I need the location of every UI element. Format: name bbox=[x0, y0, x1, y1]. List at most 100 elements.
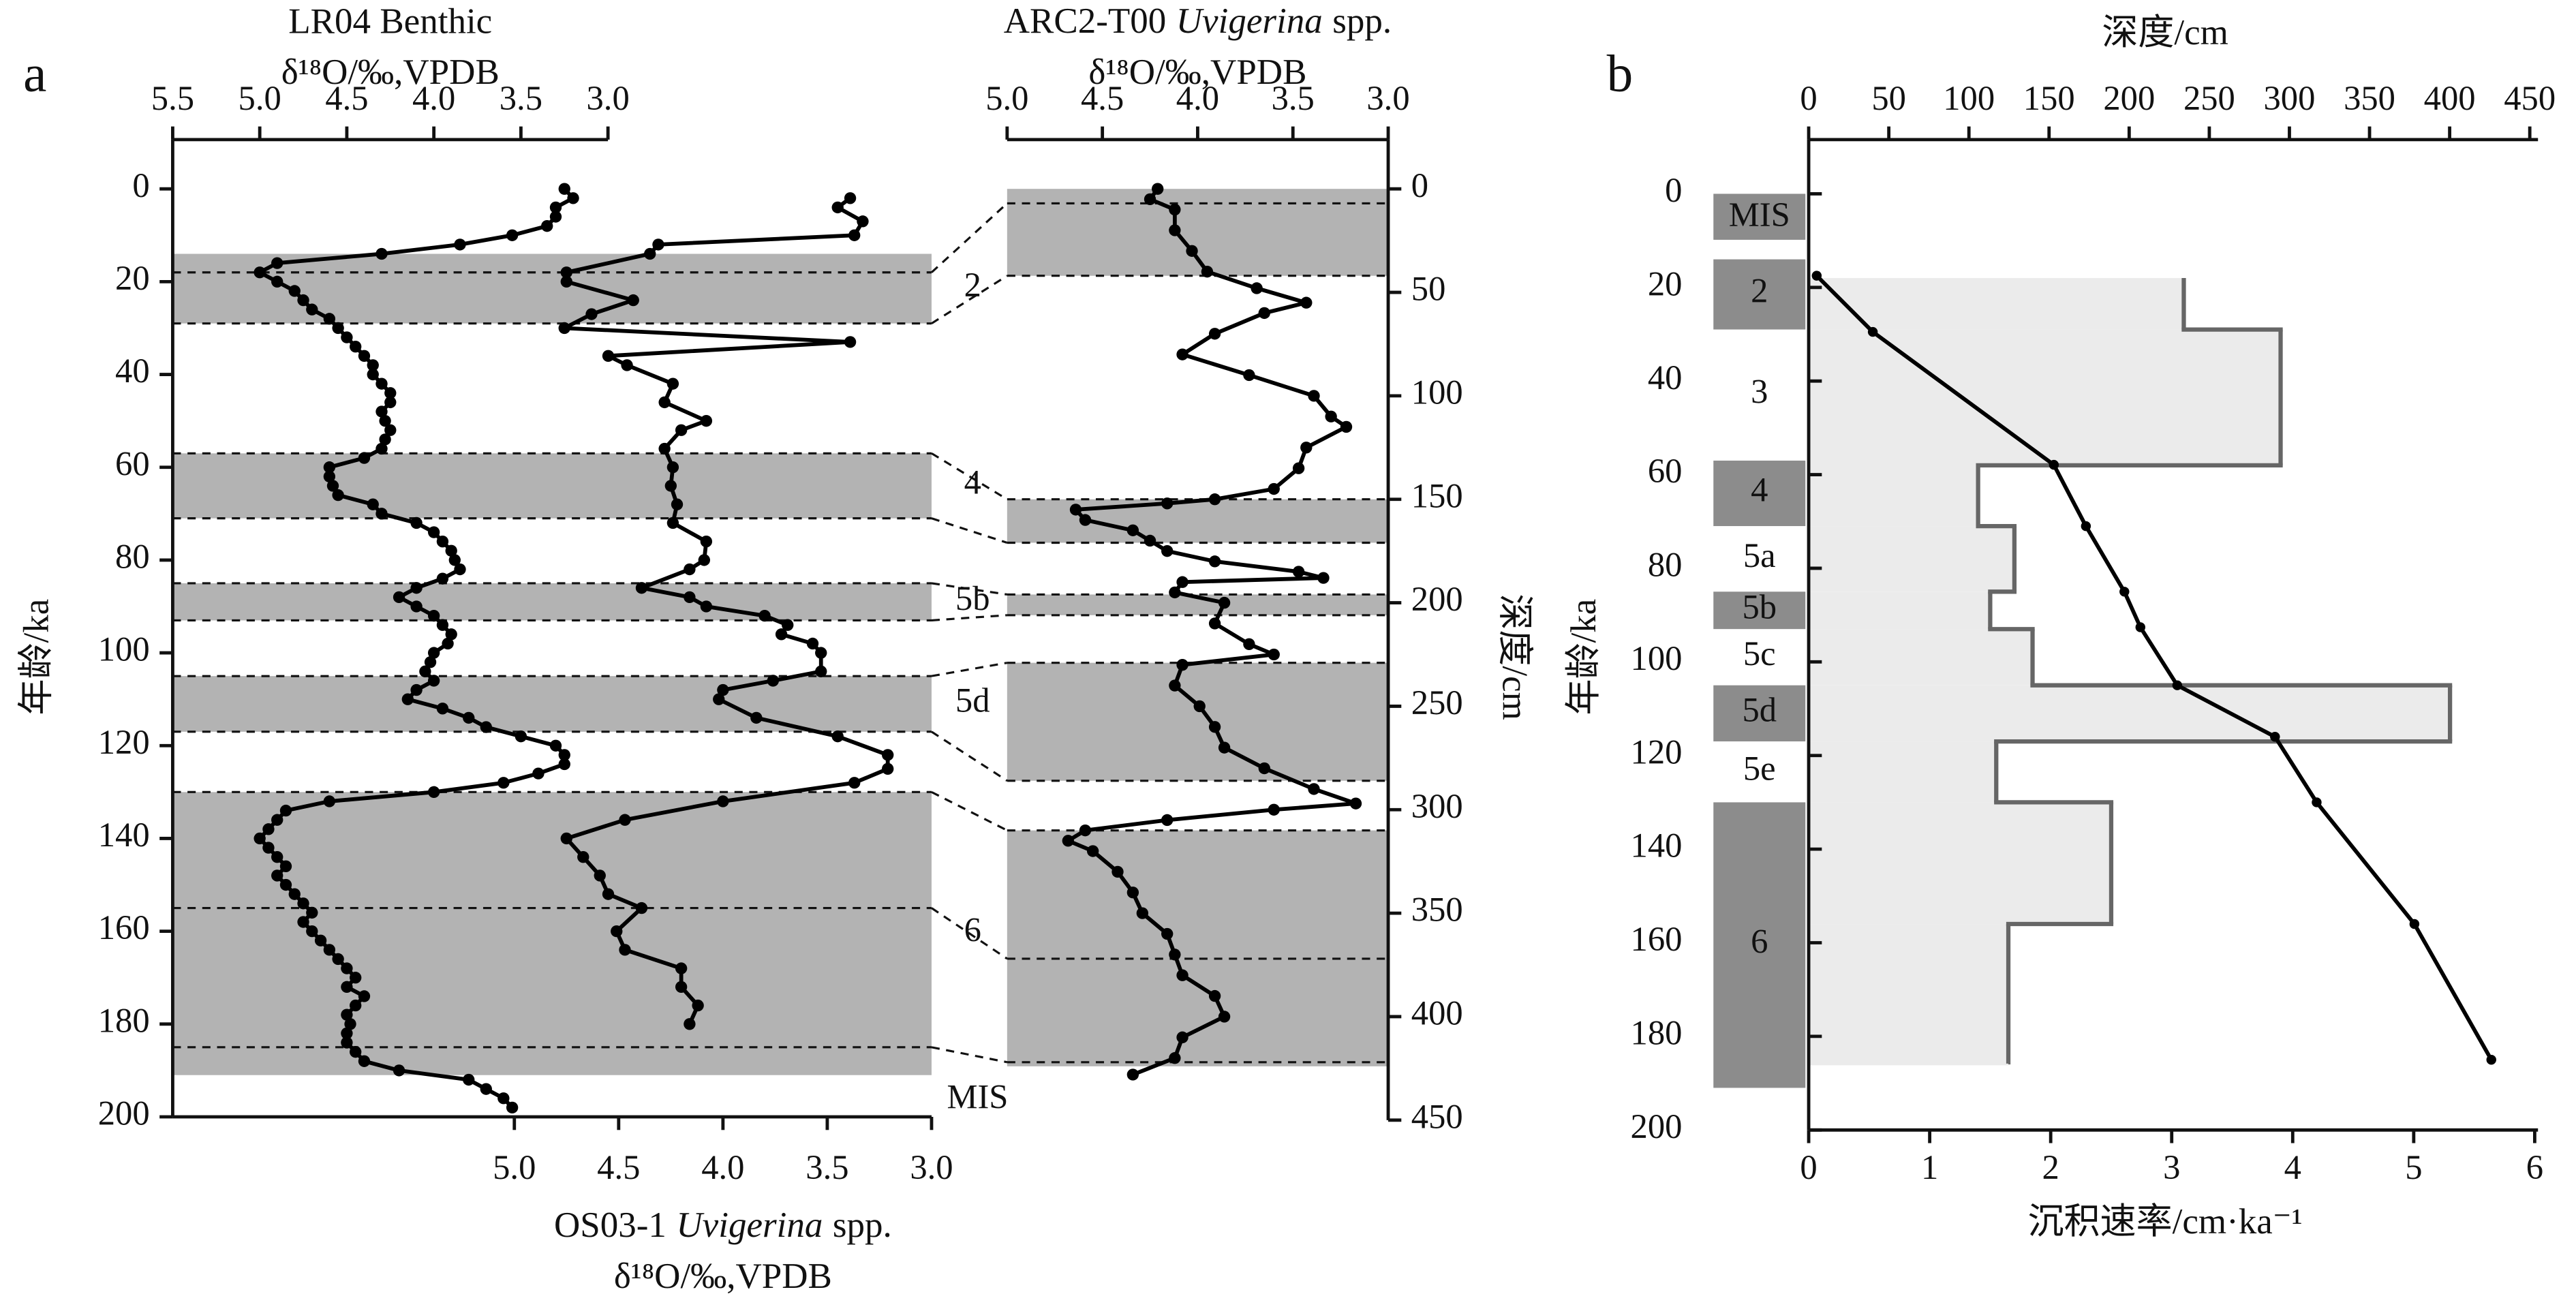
d18o-point bbox=[271, 869, 283, 882]
x2-tick-label: 2 bbox=[2042, 1148, 2059, 1186]
d18o-curve bbox=[258, 187, 575, 1109]
rate-bar bbox=[1809, 591, 1991, 630]
d18o-point bbox=[1208, 617, 1221, 630]
d18o-point bbox=[602, 350, 615, 362]
mis-stage-label: 5a bbox=[1743, 536, 1776, 574]
y-tick-label: 0 bbox=[132, 166, 149, 204]
d18o-point bbox=[782, 619, 794, 631]
d18o-point bbox=[1079, 514, 1092, 526]
y2-tick-label: 400 bbox=[1411, 994, 1463, 1032]
d18o-point bbox=[758, 609, 771, 622]
d18o-point bbox=[585, 308, 598, 320]
d18o-point bbox=[332, 322, 344, 335]
y-tick-label: 40 bbox=[1648, 358, 1683, 397]
d18o-point bbox=[358, 350, 371, 362]
d18o-point bbox=[549, 201, 562, 214]
d18o-point bbox=[1300, 442, 1313, 454]
mis-band bbox=[172, 583, 932, 621]
d18o-point bbox=[1126, 1068, 1139, 1081]
d18o-point bbox=[558, 758, 570, 771]
d18o-point bbox=[666, 461, 679, 474]
d18o-point bbox=[1268, 482, 1280, 495]
d18o-point bbox=[1176, 659, 1189, 671]
d18o-point bbox=[367, 368, 379, 381]
d18o-point bbox=[350, 999, 362, 1012]
d18o-point bbox=[341, 1008, 353, 1021]
y-axis-title: 年龄/ka bbox=[16, 599, 56, 715]
d18o-point bbox=[350, 972, 362, 984]
tie-connector bbox=[930, 202, 1008, 273]
mis-stage bbox=[1713, 259, 1806, 330]
tie-connector bbox=[931, 662, 1008, 677]
d18o-point bbox=[297, 916, 309, 928]
age-depth-point bbox=[1811, 271, 1822, 281]
d18o-point bbox=[358, 452, 371, 464]
d18o-point bbox=[436, 619, 449, 631]
d18o-point bbox=[1218, 596, 1231, 609]
d18o-point bbox=[1176, 576, 1189, 588]
d18o-point bbox=[675, 981, 688, 994]
y-tick-label: 100 bbox=[98, 630, 150, 668]
x-tick-label: 4.5 bbox=[325, 79, 368, 117]
axis-title-part: OS03-1 bbox=[554, 1205, 666, 1245]
mis-stage bbox=[1713, 629, 1806, 686]
x-axis-title: 深度/cm bbox=[2102, 13, 2228, 52]
d18o-point bbox=[297, 897, 309, 910]
axis-title: δ¹⁸O/‰,VPDB bbox=[281, 52, 500, 92]
d18o-point bbox=[323, 313, 336, 325]
y-tick-label: 180 bbox=[98, 1001, 150, 1039]
d18o-point bbox=[314, 934, 327, 946]
d18o-point bbox=[279, 860, 292, 872]
d18o-point bbox=[857, 215, 869, 228]
d18o-point bbox=[448, 554, 461, 566]
d18o-point bbox=[671, 498, 684, 510]
d18o-point bbox=[664, 480, 677, 492]
d18o-point bbox=[410, 600, 423, 613]
mis-stage-label: 5c bbox=[1743, 634, 1776, 673]
x-tick-label: 400 bbox=[2424, 79, 2476, 117]
tie-connector bbox=[931, 275, 1008, 324]
d18o-point bbox=[288, 888, 301, 900]
d18o-point bbox=[844, 336, 857, 348]
d18o-point bbox=[1136, 907, 1149, 919]
d18o-point bbox=[882, 749, 894, 761]
d18o-point bbox=[393, 1064, 405, 1077]
d18o-point bbox=[463, 711, 475, 724]
d18o-point bbox=[698, 554, 710, 566]
d18o-point bbox=[560, 832, 572, 845]
d18o-point bbox=[367, 359, 379, 371]
d18o-point bbox=[831, 201, 844, 214]
rate-bar bbox=[1809, 802, 2111, 925]
rate-bar bbox=[1809, 526, 2014, 592]
mis-stage bbox=[1713, 685, 1806, 742]
d18o-point bbox=[1169, 679, 1181, 692]
mis-stage bbox=[1713, 741, 1806, 803]
d18o-point bbox=[1144, 193, 1156, 206]
d18o-point bbox=[1086, 845, 1099, 857]
d18o-point bbox=[344, 1018, 356, 1030]
y-tick-label: 200 bbox=[98, 1094, 150, 1133]
mis-stage-label: 5b bbox=[1742, 587, 1777, 626]
d18o-point bbox=[332, 953, 344, 966]
y-tick-label: 140 bbox=[98, 816, 150, 854]
age-depth-point bbox=[2409, 919, 2420, 929]
d18o-point bbox=[341, 962, 353, 974]
d18o-point bbox=[602, 888, 615, 900]
d18o-point bbox=[700, 535, 713, 548]
d18o-point bbox=[271, 257, 283, 269]
mis-band bbox=[172, 453, 932, 519]
x-tick-label: 250 bbox=[2183, 79, 2235, 117]
mis-stage bbox=[1713, 460, 1806, 527]
d18o-point bbox=[410, 582, 423, 594]
d18o-point bbox=[436, 703, 449, 715]
mis-band bbox=[1007, 499, 1389, 543]
d18o-point bbox=[288, 285, 301, 297]
d18o-point bbox=[1258, 307, 1270, 320]
axis-title: LR04 Benthic bbox=[288, 1, 492, 41]
y-tick-label: 0 bbox=[1665, 171, 1682, 209]
tie-connector bbox=[931, 790, 1008, 832]
x-tick-label: 3.0 bbox=[587, 79, 630, 117]
d18o-point bbox=[1193, 700, 1206, 713]
d18o-point bbox=[1243, 369, 1255, 382]
axis-title-part: spp. bbox=[1332, 1, 1392, 41]
